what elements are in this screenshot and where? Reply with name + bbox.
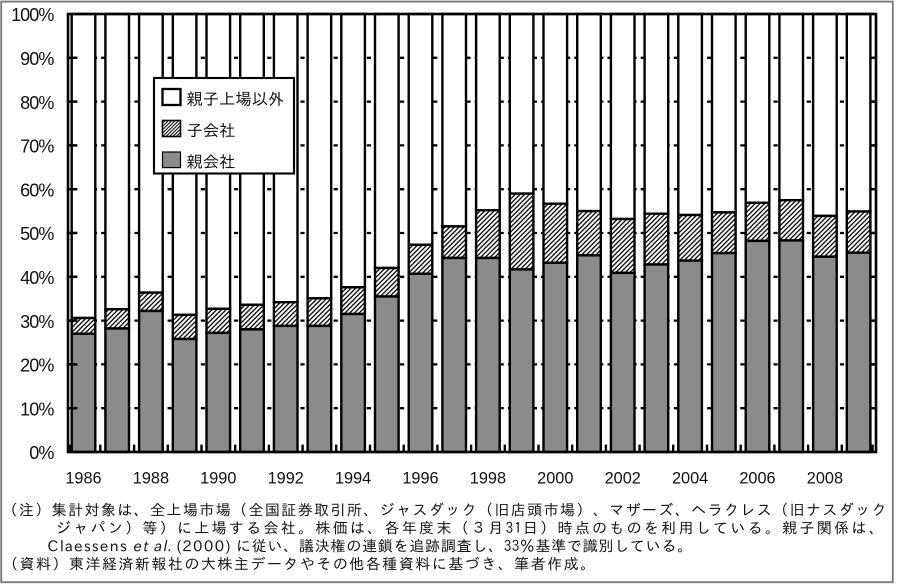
svg-text:2000: 2000: [537, 470, 573, 488]
svg-text:20%: 20%: [20, 356, 54, 376]
svg-text:2002: 2002: [605, 470, 641, 488]
svg-text:1998: 1998: [470, 470, 506, 488]
svg-text:2006: 2006: [739, 470, 775, 488]
svg-text:10%: 10%: [20, 399, 54, 419]
svg-text:1986: 1986: [65, 470, 101, 488]
svg-text:1994: 1994: [335, 470, 371, 488]
svg-text:90%: 90%: [20, 49, 54, 69]
svg-text:1996: 1996: [402, 470, 438, 488]
svg-text:70%: 70%: [20, 137, 54, 157]
svg-text:50%: 50%: [20, 224, 54, 244]
svg-text:1992: 1992: [268, 470, 304, 488]
svg-text:2008: 2008: [807, 470, 843, 488]
svg-text:2004: 2004: [672, 470, 708, 488]
svg-text:80%: 80%: [20, 93, 54, 113]
svg-text:0%: 0%: [29, 443, 54, 463]
svg-text:1988: 1988: [133, 470, 169, 488]
svg-text:40%: 40%: [20, 268, 54, 288]
svg-text:30%: 30%: [20, 312, 54, 332]
svg-text:60%: 60%: [20, 180, 54, 200]
svg-text:1990: 1990: [200, 470, 236, 488]
svg-text:100%: 100%: [11, 5, 54, 25]
